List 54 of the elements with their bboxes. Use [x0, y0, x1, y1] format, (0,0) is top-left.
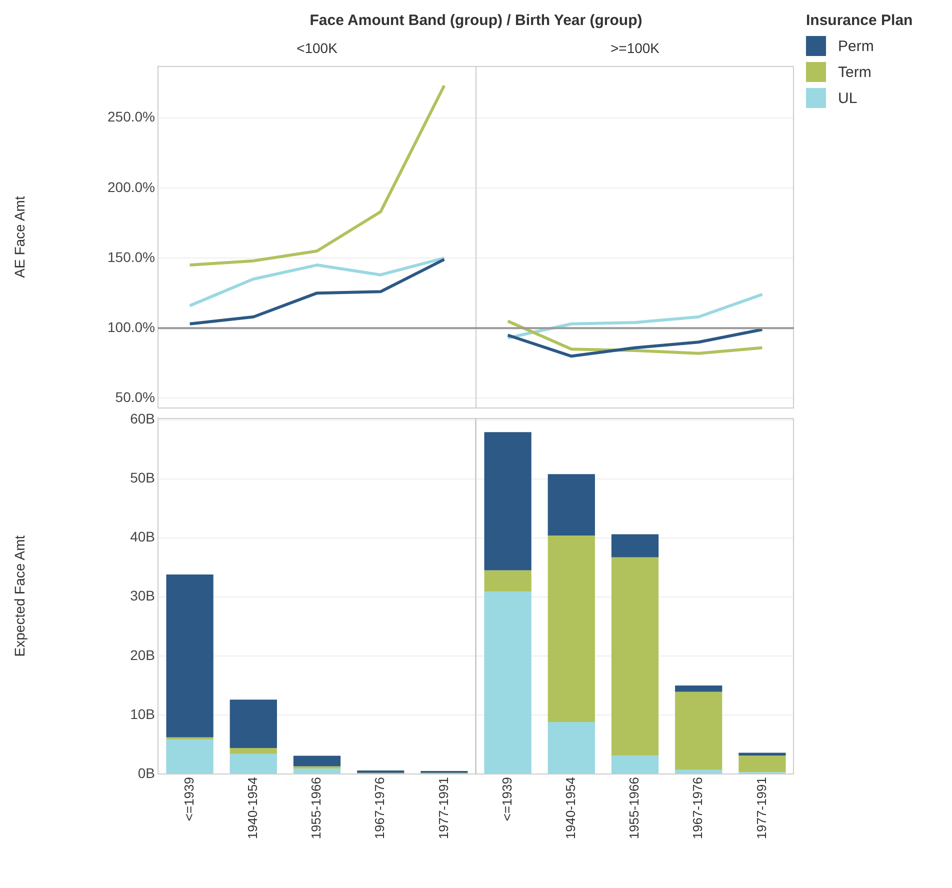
x-tick-label: 1940-1954 — [562, 777, 578, 840]
x-tick-label: 1977-1991 — [436, 777, 451, 840]
bar — [675, 770, 722, 774]
bar — [166, 737, 214, 740]
y-tick-label: 40B — [130, 528, 155, 545]
bar — [611, 557, 659, 756]
text: >=100K — [609, 40, 661, 56]
y-tick-label: 50.0% — [115, 389, 155, 406]
bar — [548, 474, 595, 536]
text: <100K — [296, 40, 338, 56]
text: Face Amount Band (group) / Birth Year (group) — [308, 12, 644, 29]
y-tick-label: 10B — [130, 706, 155, 722]
bar — [611, 756, 659, 774]
x-tick-label: <=1939 — [181, 777, 196, 822]
bar — [230, 754, 277, 774]
bar — [484, 592, 532, 774]
x-tick-label: 1955-1966 — [308, 777, 324, 840]
x-tick-label: 1955-1966 — [626, 777, 642, 840]
legend-label: Term — [838, 64, 872, 80]
bar — [738, 752, 786, 756]
bar — [548, 722, 595, 774]
legend-label: UL — [838, 90, 858, 106]
y-tick-label: 20B — [130, 646, 155, 663]
x-tick-label: 1977-1991 — [754, 777, 769, 840]
x-tick-label: <=1939 — [499, 777, 514, 822]
x-tick-label: 1967-1976 — [690, 777, 706, 840]
bar — [230, 748, 277, 754]
legend-label: Perm — [838, 38, 874, 54]
y-tick-label: 0B — [138, 764, 155, 781]
bar — [357, 770, 404, 773]
y-axis-title: AE Face Amt — [11, 196, 28, 278]
bar — [293, 768, 341, 774]
x-tick-label: 1940-1954 — [244, 777, 260, 840]
y-tick-label: 60B — [130, 410, 155, 427]
y-tick-label: 200.0% — [108, 178, 155, 195]
bar — [484, 432, 532, 570]
bar — [548, 535, 595, 722]
bar — [293, 756, 341, 766]
bar — [230, 700, 277, 748]
y-axis-title: Expected Face Amt — [11, 535, 28, 657]
y-tick-label: 250.0% — [108, 108, 155, 125]
y-tick-label: 150.0% — [108, 248, 155, 265]
bar — [675, 692, 722, 770]
bar — [611, 534, 659, 558]
y-tick-label: 50B — [130, 470, 155, 486]
bar — [675, 685, 722, 692]
legend-title: Insurance Plan — [806, 12, 913, 29]
bar — [166, 740, 214, 774]
bar — [738, 756, 786, 772]
y-tick-label: 100.0% — [108, 318, 155, 335]
y-tick-label: 30B — [130, 588, 155, 604]
bar — [166, 574, 214, 738]
x-tick-label: 1967-1976 — [372, 777, 388, 840]
bar — [484, 570, 532, 592]
